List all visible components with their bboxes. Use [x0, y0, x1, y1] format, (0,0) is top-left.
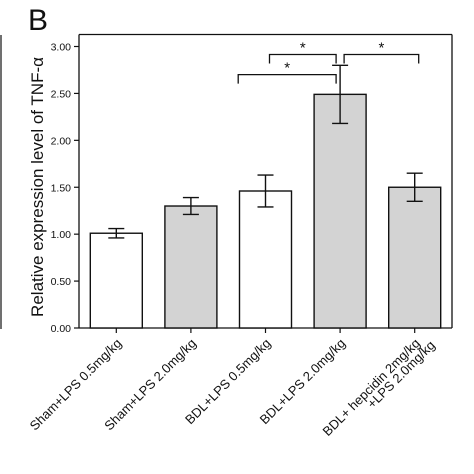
significance-bracket	[343, 53, 420, 64]
bar	[89, 232, 144, 329]
y-tick-label: 2.50	[51, 88, 72, 100]
bar	[388, 186, 442, 329]
y-tick-label: 2.00	[51, 135, 72, 147]
y-tick-label: 0.00	[51, 323, 72, 335]
significance-star: *	[378, 40, 384, 57]
y-tick-label: 0.50	[51, 276, 72, 288]
bar	[238, 190, 293, 329]
y-axis-label: Relative expression level of TNF-α	[28, 57, 47, 317]
y-tick-label: 1.00	[51, 229, 72, 241]
significance-bracket	[237, 74, 337, 84]
panel-label: B	[28, 4, 48, 37]
significance-bracket	[268, 53, 337, 64]
significance-star: *	[300, 40, 306, 57]
significance-star: *	[284, 60, 290, 77]
bar	[164, 205, 218, 329]
y-tick-label: 3.00	[51, 42, 72, 54]
y-tick-label: 1.50	[51, 182, 72, 194]
bar	[313, 93, 367, 329]
